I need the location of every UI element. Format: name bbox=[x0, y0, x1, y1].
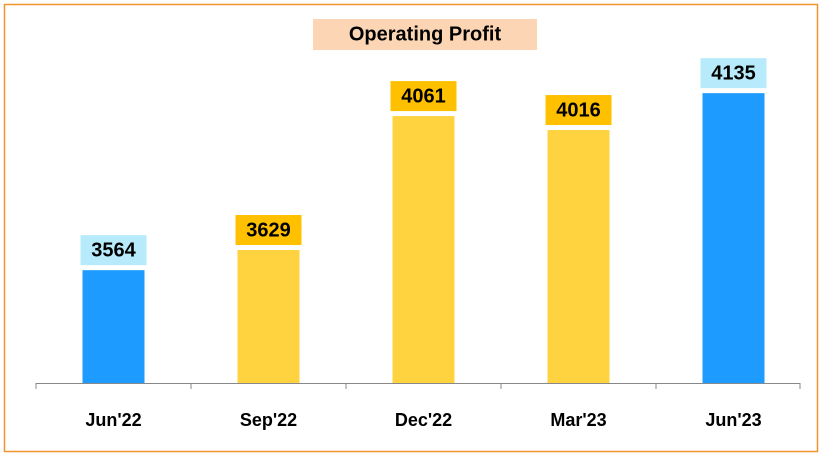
x-tick-label: Jun'23 bbox=[705, 410, 761, 430]
data-label-box bbox=[700, 58, 767, 89]
data-label-box bbox=[390, 81, 457, 112]
data-label-box bbox=[80, 235, 147, 266]
data-label: 4016 bbox=[556, 99, 601, 121]
x-tick-label: Sep'22 bbox=[240, 410, 297, 430]
data-label: 4061 bbox=[401, 85, 446, 107]
bar bbox=[82, 270, 145, 383]
x-tick-label: Jun'22 bbox=[85, 410, 141, 430]
chart-title: Operating Profit bbox=[349, 23, 502, 45]
x-tick-label: Dec'22 bbox=[395, 410, 452, 430]
data-label: 3564 bbox=[91, 239, 136, 261]
data-label: 4135 bbox=[711, 62, 756, 84]
bar bbox=[392, 116, 455, 383]
x-tick-label: Mar'23 bbox=[550, 410, 606, 430]
data-label-box bbox=[235, 215, 302, 246]
title-box bbox=[313, 19, 537, 50]
bar bbox=[702, 93, 765, 384]
data-label-box bbox=[545, 95, 612, 126]
data-label: 3629 bbox=[246, 219, 291, 241]
bar bbox=[237, 250, 300, 383]
bar bbox=[547, 130, 610, 383]
